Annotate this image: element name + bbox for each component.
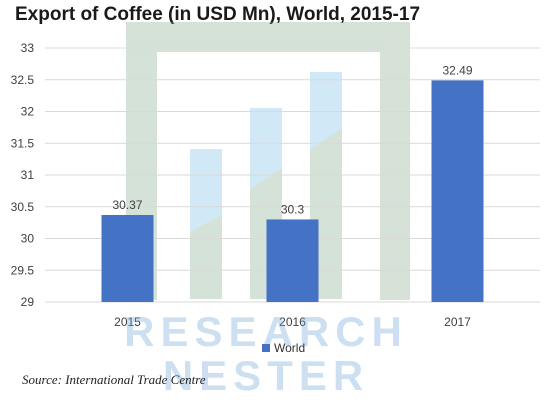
y-tick-label: 30: [21, 232, 35, 246]
source-note: Source: International Trade Centre: [22, 372, 206, 387]
legend-swatch-world: [262, 344, 270, 352]
x-axis-ticks: 2015 2016 2017: [114, 315, 471, 329]
watermark-logo: [126, 22, 410, 300]
y-axis-ticks: 29 29.5 30 30.5 31 31.5 32 32.5 33: [11, 41, 35, 309]
legend-label-world: World: [274, 341, 306, 355]
y-tick-label: 32.5: [11, 73, 35, 87]
data-label-2017: 32.49: [442, 63, 472, 77]
bar-2016: [266, 219, 319, 302]
bars: [101, 80, 484, 302]
bar-2017: [431, 80, 484, 302]
x-tick-label-2016: 2016: [279, 315, 306, 329]
y-tick-label: 31.5: [11, 136, 35, 150]
data-labels: 30.37 30.3 32.49: [112, 63, 472, 216]
data-label-2016: 30.3: [281, 202, 305, 216]
data-label-2015: 30.37: [112, 198, 142, 212]
y-tick-label: 29: [21, 295, 35, 309]
x-tick-label-2017: 2017: [444, 315, 471, 329]
x-tick-label-2015: 2015: [114, 315, 141, 329]
watermark-text-line2: NESTER: [163, 352, 369, 399]
y-tick-label: 33: [21, 41, 35, 55]
y-tick-label: 32: [21, 105, 35, 119]
chart-title: Export of Coffee (in USD Mn), World, 201…: [15, 4, 421, 25]
legend: World: [262, 341, 305, 355]
y-tick-label: 31: [21, 168, 35, 182]
bar-2015: [101, 215, 154, 302]
y-tick-label: 30.5: [11, 200, 35, 214]
y-tick-label: 29.5: [11, 263, 35, 277]
